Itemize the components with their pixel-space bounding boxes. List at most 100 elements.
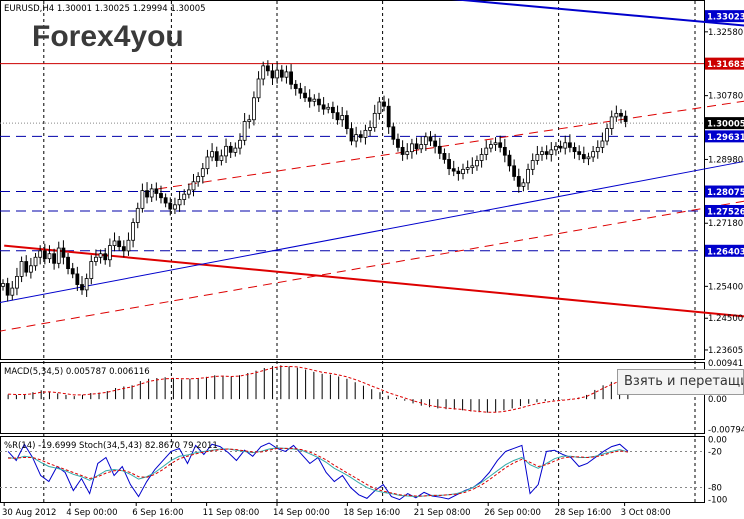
level-tag-6 bbox=[705, 244, 744, 257]
ytick-label-3: 1.27180 bbox=[708, 219, 743, 229]
candle-body-56 bbox=[261, 65, 266, 80]
candle-body-104 bbox=[484, 147, 489, 155]
candle-body-124 bbox=[577, 151, 582, 155]
candle-body-32 bbox=[149, 188, 154, 198]
candle-body-18 bbox=[84, 278, 89, 291]
candle-body-16 bbox=[75, 273, 80, 285]
candle-body-126 bbox=[586, 156, 591, 160]
candle-body-36 bbox=[168, 202, 173, 210]
osc-ytick-0: 0.00 bbox=[708, 435, 727, 445]
level-tag-label-0: 1.33023 bbox=[707, 13, 744, 23]
candle-body-5 bbox=[24, 261, 29, 273]
candle-body-134 bbox=[623, 115, 628, 122]
trend-lines bbox=[0, 0, 744, 332]
xtick-label-6: 21 Sep 08:00 bbox=[414, 508, 471, 518]
candle-body-67 bbox=[312, 98, 317, 102]
candle-body-121 bbox=[563, 142, 568, 149]
candle-body-24 bbox=[112, 240, 117, 246]
ytick-label-4: 1.25400 bbox=[708, 282, 743, 292]
candle-body-8 bbox=[38, 250, 43, 258]
candle-body-71 bbox=[331, 106, 335, 114]
candle-body-77 bbox=[358, 134, 363, 138]
candle-body-96 bbox=[447, 159, 451, 170]
ytick-label-2: 1.28980 bbox=[708, 155, 743, 165]
horizontal-levels bbox=[0, 63, 704, 252]
candle-body-107 bbox=[498, 142, 503, 148]
candle-body-41 bbox=[191, 181, 196, 191]
candle-body-98 bbox=[456, 170, 461, 175]
level-tag-label-1: 1.31683 bbox=[707, 60, 744, 70]
candle-body-3 bbox=[15, 276, 19, 289]
candle-body-112 bbox=[521, 182, 526, 187]
candle-body-23 bbox=[107, 245, 112, 261]
candlesticks bbox=[1, 60, 628, 302]
level-tag-3 bbox=[705, 130, 744, 143]
candle-body-15 bbox=[70, 268, 75, 275]
candle-body-38 bbox=[177, 199, 182, 206]
candle-body-81 bbox=[377, 101, 382, 114]
candle-body-79 bbox=[368, 127, 372, 131]
candle-body-72 bbox=[335, 112, 340, 121]
candle-body-115 bbox=[535, 154, 540, 161]
main-panel-frame bbox=[0, 0, 705, 360]
xtick-label-4: 14 Sep 00:00 bbox=[273, 508, 330, 518]
candle-body-63 bbox=[293, 83, 298, 89]
candle-body-43 bbox=[200, 168, 205, 177]
candle-body-4 bbox=[19, 261, 24, 277]
level-tag-label-3: 1.29631 bbox=[707, 133, 744, 143]
candle-body-82 bbox=[382, 101, 386, 107]
level-tag-label-6: 1.26403 bbox=[707, 247, 744, 257]
candle-body-110 bbox=[512, 165, 517, 177]
candle-body-11 bbox=[52, 253, 57, 264]
candle-body-97 bbox=[451, 168, 456, 172]
macd-label: MACD(5,34,5) 0.005787 0.006116 bbox=[4, 367, 150, 377]
level-tag-label-2: 1.30005 bbox=[707, 120, 744, 130]
candle-body-49 bbox=[228, 145, 233, 153]
level-tag-1 bbox=[705, 57, 744, 70]
candle-body-53 bbox=[247, 119, 252, 122]
level-tag-5 bbox=[705, 204, 744, 217]
candle-body-83 bbox=[386, 105, 391, 128]
candle-body-60 bbox=[279, 69, 284, 78]
wpr-label: %R(14) -19.6999 Stoch(34,5,43) 82.8670 7… bbox=[4, 441, 218, 451]
price-axis[interactable]: 1.32580 1.30780 1.28980 1.27180 1.25400 1.245… bbox=[704, 10, 744, 356]
candle-body-90 bbox=[419, 144, 424, 150]
candle-body-116 bbox=[540, 151, 544, 155]
candle-body-73 bbox=[340, 115, 345, 121]
candle-body-113 bbox=[526, 168, 530, 184]
trend-line-0 bbox=[4, 244, 744, 318]
candle-body-61 bbox=[284, 71, 289, 78]
logo-text: Forex4you bbox=[32, 20, 184, 53]
candle-body-39 bbox=[182, 193, 187, 200]
level-tag-4 bbox=[705, 185, 744, 198]
candle-body-133 bbox=[619, 112, 623, 117]
candle-body-22 bbox=[103, 253, 108, 261]
macd-panel-frame bbox=[0, 362, 705, 434]
candle-body-9 bbox=[42, 250, 47, 260]
candle-body-117 bbox=[544, 151, 549, 155]
candle-body-109 bbox=[507, 154, 512, 167]
candle-body-131 bbox=[609, 116, 614, 130]
candle-body-118 bbox=[549, 149, 554, 155]
candle-body-87 bbox=[405, 151, 410, 155]
candle-body-65 bbox=[303, 92, 307, 99]
candle-body-80 bbox=[372, 112, 377, 128]
candle-body-130 bbox=[605, 128, 609, 142]
trend-line-1 bbox=[0, 161, 744, 303]
time-axis[interactable]: 30 Aug 2012 4 Sep 00:00 6 Sep 16:00 11 Sep … bbox=[2, 502, 671, 518]
candle-body-108 bbox=[502, 146, 507, 156]
candle-body-44 bbox=[205, 156, 210, 170]
candle-body-75 bbox=[349, 128, 354, 142]
candle-body-66 bbox=[307, 97, 312, 102]
candle-body-17 bbox=[80, 284, 84, 291]
candle-body-37 bbox=[173, 204, 177, 210]
candle-body-70 bbox=[326, 106, 331, 110]
ytick-label-0: 1.32580 bbox=[708, 28, 743, 38]
candle-body-26 bbox=[121, 246, 126, 252]
candle-body-52 bbox=[242, 121, 247, 141]
xtick-label-7: 26 Sep 00:00 bbox=[484, 508, 541, 518]
candle-body-62 bbox=[289, 71, 293, 85]
candle-body-123 bbox=[572, 146, 577, 153]
level-tag-label-4: 1.28075 bbox=[707, 188, 744, 198]
